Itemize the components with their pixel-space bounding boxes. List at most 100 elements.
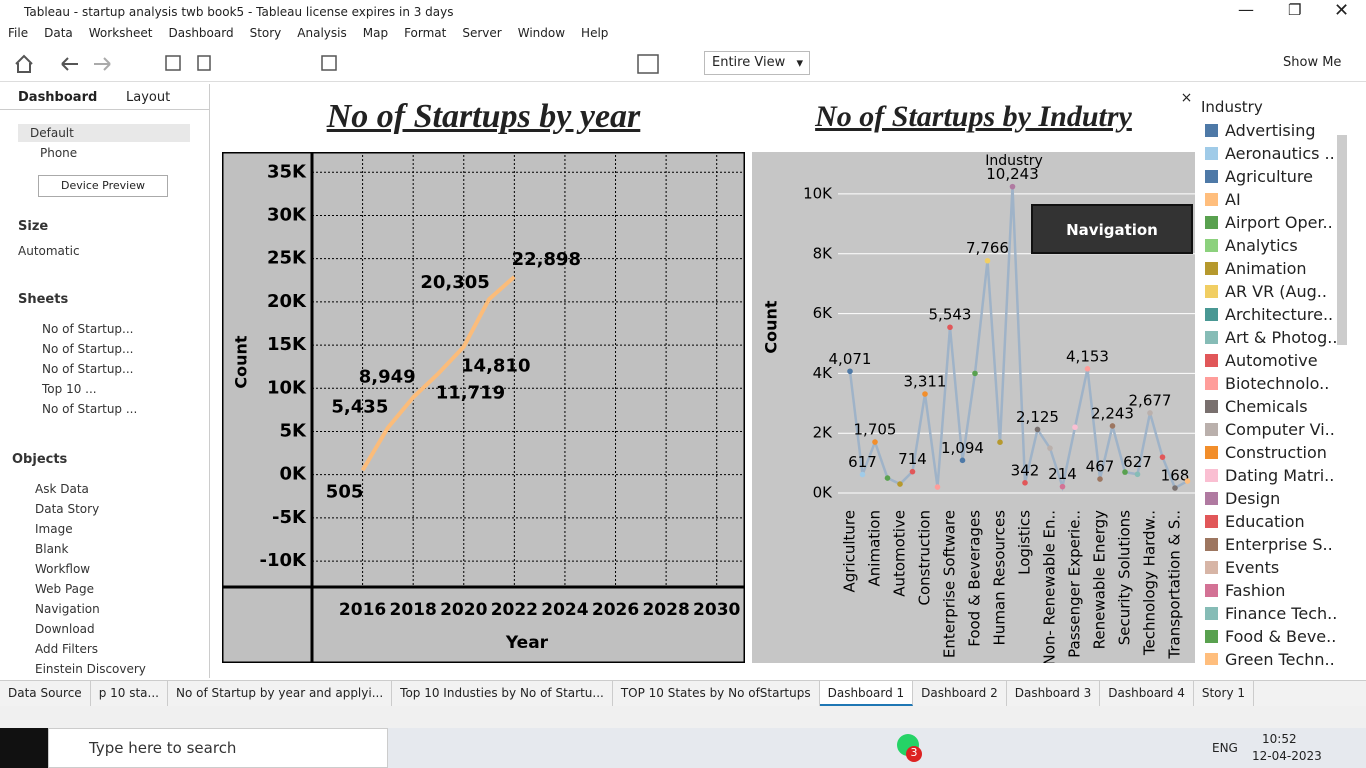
search-placeholder: Type here to search (89, 739, 237, 757)
start-button[interactable] (0, 728, 48, 768)
sheet-tab[interactable]: Dashboard 4 (1100, 681, 1194, 706)
size-value[interactable]: Automatic (18, 244, 80, 258)
sheet-item[interactable]: No of Startup ... (42, 402, 138, 416)
legend-scrollbar[interactable] (1337, 135, 1347, 345)
legend-entry[interactable]: Computer Vi.. (1205, 420, 1335, 439)
legend-entry[interactable]: Agriculture (1205, 167, 1313, 186)
legend-swatch (1205, 561, 1218, 574)
menu-item[interactable]: Analysis (297, 26, 347, 40)
point (1009, 183, 1016, 190)
legend-swatch (1205, 124, 1218, 137)
menu-item[interactable]: Worksheet (88, 26, 153, 40)
sheet-item[interactable]: No of Startup... (42, 362, 134, 376)
sheet-tab[interactable]: Story 1 (1194, 681, 1254, 706)
legend-entry[interactable]: AR VR (Aug.. (1205, 282, 1327, 301)
object-item[interactable]: Ask Data (35, 482, 89, 496)
legend-entry[interactable]: Education (1205, 512, 1305, 531)
legend-swatch (1205, 147, 1218, 160)
device[interactable]: Default (30, 126, 74, 140)
legend-label: Analytics (1225, 236, 1298, 255)
language[interactable]: ENG (1212, 741, 1238, 755)
device[interactable]: Phone (40, 146, 78, 160)
sheet-item[interactable]: Top 10 ... (42, 382, 97, 396)
data-label: 5,543 (929, 306, 972, 324)
menu-item[interactable]: Server (462, 26, 502, 40)
menu-item[interactable]: Window (517, 26, 566, 40)
object-item[interactable]: Download (35, 622, 95, 636)
sheet-tab[interactable]: p 10 sta... (91, 681, 168, 706)
object-item[interactable]: Add Filters (35, 642, 99, 656)
show-me[interactable]: Show Me (1262, 55, 1341, 70)
menu-item[interactable]: Format (404, 26, 447, 40)
menu-item[interactable]: Dashboard (168, 26, 234, 40)
object-item[interactable]: Workflow (35, 562, 91, 576)
legend-swatch (1205, 308, 1218, 321)
legend-entry[interactable]: Finance Tech.. (1205, 604, 1337, 623)
restore[interactable]: ❐ (1288, 1, 1302, 19)
object-item[interactable]: Navigation (35, 602, 100, 616)
industry-chart: 0K 2K 4K 6K 8K 10K Count Industry Agriculture Ani… (752, 152, 1195, 663)
device-preview-button[interactable]: Device Preview (38, 175, 168, 197)
legend-label: AR VR (Aug.. (1225, 282, 1327, 301)
legend-entry[interactable]: Automotive (1205, 351, 1318, 370)
sheet-item[interactable]: No of Startup... (42, 342, 134, 356)
menu-item[interactable]: File (8, 26, 29, 40)
legend-label: Fashion (1225, 581, 1286, 600)
legend-entry[interactable]: Design (1205, 489, 1280, 508)
menu-item[interactable]: Data (44, 26, 73, 40)
tab-dashboard[interactable]: Dashboard (18, 90, 98, 105)
data-label: 714 (898, 450, 927, 468)
fit-dropdown[interactable]: Entire View ▾ (704, 51, 810, 75)
point (1022, 480, 1028, 486)
sheet-tab[interactable]: No of Startup by year and applyi... (168, 681, 393, 706)
sheet-tab[interactable]: Dashboard 2 (913, 681, 1007, 706)
object-item[interactable]: Web Page (35, 582, 95, 596)
tab-layout[interactable]: Layout (126, 90, 171, 105)
object-item[interactable]: Image (35, 522, 73, 536)
legend-entry[interactable]: Advertising (1205, 121, 1316, 140)
sheet-tab[interactable]: Data Source (0, 681, 91, 706)
legend-entry[interactable]: Aeronautics .. (1205, 144, 1335, 163)
legend-entry[interactable]: Construction (1205, 443, 1327, 462)
navigation-button[interactable]: Navigation (1031, 204, 1193, 254)
legend-label: Animation (1225, 259, 1307, 278)
sheet-tab[interactable]: Dashboard 1 (819, 681, 914, 706)
data-label: 11,719 (436, 382, 505, 403)
legend-entry[interactable]: Events (1205, 558, 1279, 577)
legend-entry[interactable]: Dating Matri.. (1205, 466, 1334, 485)
legend-entry[interactable]: Biotechnolo.. (1205, 374, 1329, 393)
sheet-tabs: Data Source p 10 sta... No of Startup by y… (0, 680, 1366, 706)
data-label: 8,949 (359, 366, 416, 387)
legend-entry[interactable]: Green Techn.. (1205, 650, 1335, 665)
menu-item[interactable]: Map (362, 26, 389, 40)
object-item[interactable]: Blank (35, 542, 69, 556)
legend-entry[interactable]: Fashion (1205, 581, 1285, 600)
legend-entry[interactable]: Food & Beve.. (1205, 627, 1336, 646)
legend-entry[interactable]: Chemicals (1205, 397, 1308, 416)
legend-entry[interactable]: Animation (1205, 259, 1307, 278)
legend-entry[interactable]: Airport Oper.. (1205, 213, 1333, 232)
sheet-tab[interactable]: Top 10 Industies by No of Startu... (392, 681, 613, 706)
sheet-tab[interactable]: Dashboard 3 (1007, 681, 1101, 706)
point (897, 481, 903, 487)
object-item[interactable]: Data Story (35, 502, 100, 516)
legend-controls[interactable]: × (1178, 90, 1195, 152)
point (1172, 485, 1178, 491)
legend-entry[interactable]: Analytics (1205, 236, 1298, 255)
data-label: 2,125 (1016, 408, 1059, 426)
close[interactable]: ✕ (1334, 0, 1350, 21)
object-item[interactable]: Einstein Discovery (35, 662, 146, 676)
legend-entry[interactable]: Art & Photog.. (1205, 328, 1337, 347)
y-tick-label: 6K (813, 304, 834, 322)
search-box[interactable]: Type here to search (48, 728, 388, 768)
sheet-item[interactable]: No of Startup... (42, 322, 134, 336)
legend-entry[interactable]: AI (1205, 190, 1241, 209)
legend-entry[interactable]: Enterprise S.. (1205, 535, 1333, 554)
minimize[interactable]: — (1238, 0, 1254, 19)
legend-entry[interactable]: Architecture.. (1205, 305, 1333, 324)
menu-item[interactable]: Story (249, 26, 282, 40)
sheet-tab[interactable]: TOP 10 States by No ofStartups (613, 681, 820, 706)
data-label: 1,094 (941, 439, 984, 457)
x-tick-label: Construction (916, 510, 934, 606)
menu-item[interactable]: Help (581, 26, 609, 40)
